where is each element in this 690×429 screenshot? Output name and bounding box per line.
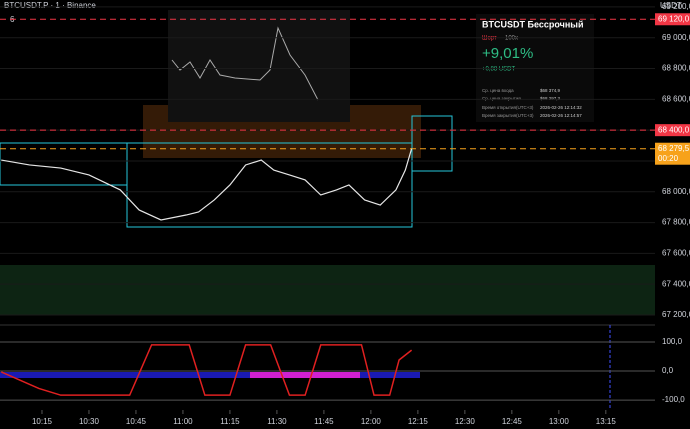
x-tick-label: 12:15 [408, 417, 429, 426]
card-value: $68 297,3 [540, 96, 561, 101]
card-label: Ср. цена закрытия [482, 96, 521, 101]
y-tick-label: 68 600,0 [662, 94, 690, 103]
box [0, 142, 128, 186]
x-tick-label: 10:30 [79, 417, 100, 426]
y-tick-label: 69 200,0 [662, 2, 690, 11]
price-label: 68 279,5 [658, 144, 690, 153]
x-tick-label: 10:45 [126, 417, 147, 426]
price-label-bg [655, 13, 690, 26]
price-label-bg [655, 142, 690, 165]
inset-line [171, 26, 319, 101]
x-tick-label: 11:15 [220, 417, 240, 426]
price-label-bg [655, 124, 690, 137]
y-tick-label: 67 600,0 [662, 248, 690, 257]
x-tick-label: 12:30 [455, 417, 476, 426]
card-title: BTCUSDT Бессрочный [482, 19, 584, 29]
x-tick-label: 12:00 [361, 417, 382, 426]
x-tick-label: 11:00 [173, 417, 193, 426]
x-tick-label: 13:15 [596, 417, 617, 426]
box [411, 115, 453, 172]
y-tick-label: 69 000,0 [662, 33, 690, 42]
price-timer: 00:20 [658, 154, 679, 163]
inset [168, 10, 350, 122]
y-tick-label: 67 400,0 [662, 279, 690, 288]
bar-strip [250, 372, 360, 378]
card-label: Время открытия(UTC+3) [482, 105, 534, 110]
y-tick-label: 68 000,0 [662, 187, 690, 196]
series-line [1, 148, 413, 221]
card-value: $68 374,9 [540, 88, 561, 93]
price-label: 69 120,0 [658, 14, 690, 23]
symbol: BTCUSDT.P · 1 · Binance [4, 1, 96, 10]
x-tick-label: 12:45 [502, 417, 523, 426]
price-label: 68 400,0 [658, 125, 690, 134]
card-value: 2026-02-26 12:14:57 [540, 113, 582, 118]
card-value: 2026-02-26 12:14:32 [540, 105, 582, 110]
x-tick-label: 11:45 [314, 417, 334, 426]
y-tick-label: 67 200,0 [662, 310, 690, 319]
y-tick-label: 0,0 [662, 366, 674, 375]
currency: USDT [660, 1, 682, 10]
card-pnl: +0,88 USDT [482, 67, 516, 73]
x-tick-label: 10:15 [32, 417, 53, 426]
x-tick-label: 13:00 [549, 417, 570, 426]
zone [0, 265, 655, 315]
y-tick-label: 68 800,0 [662, 64, 690, 73]
x-tick-label: 11:30 [267, 417, 287, 426]
card: BTCUSDT Бессрочный Шорт 100x +9,01% +0,8… [476, 14, 594, 122]
series-line [0, 344, 413, 396]
card-label: Ср. цена входа [482, 88, 514, 93]
card-leverage: 100x [505, 36, 518, 42]
y-tick-label: -100,0 [662, 395, 685, 404]
card-label: Время закрытия(UTC+3) [482, 113, 534, 118]
card-bg [476, 14, 594, 122]
y-tick-label: 100,0 [662, 337, 683, 346]
card-roi: +9,01% [482, 45, 533, 62]
card-side: Шорт [482, 36, 497, 42]
y-tick-label: 67 800,0 [662, 218, 690, 227]
bar-strip [0, 372, 420, 378]
